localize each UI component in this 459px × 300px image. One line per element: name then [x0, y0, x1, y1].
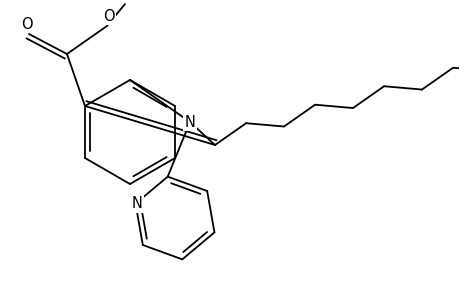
- Text: N: N: [184, 115, 195, 130]
- Text: N: N: [132, 196, 143, 211]
- Text: O: O: [103, 8, 115, 23]
- Text: O: O: [21, 16, 33, 32]
